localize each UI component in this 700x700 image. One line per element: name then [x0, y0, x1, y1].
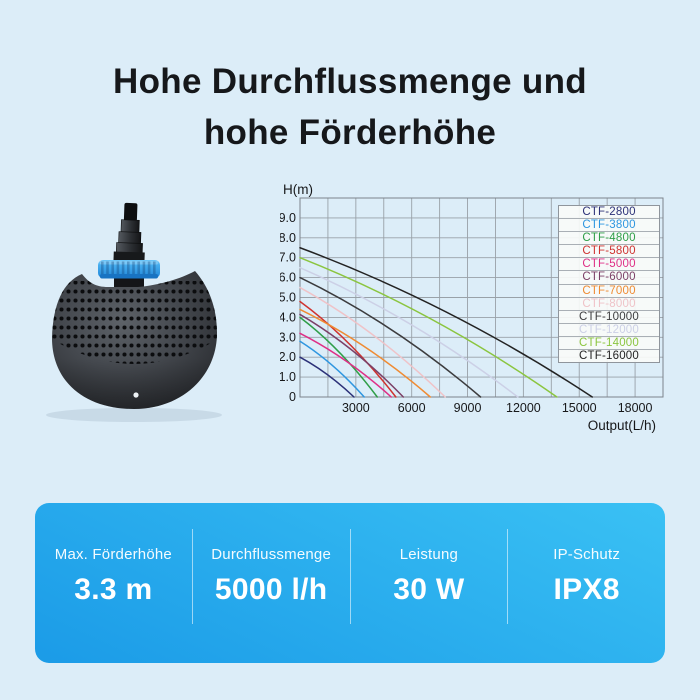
- plot-border: [299, 197, 664, 398]
- spec-value: 3.3 m: [74, 573, 153, 606]
- pond-pump-illustration: [46, 202, 222, 422]
- legend-item: CTF-16000: [559, 349, 659, 362]
- pump-curve-ctf-5800: [299, 300, 397, 398]
- spec-label: Durchflussmenge: [211, 546, 331, 563]
- pump-indicator-dot: [133, 392, 139, 398]
- y-tick-label: 0: [289, 390, 296, 404]
- pump-body-lower-shade: [52, 358, 217, 409]
- y-tick-label: 4.0: [280, 310, 296, 324]
- y-tick-label: 8.0: [280, 231, 296, 245]
- page-title: Hohe Durchflussmenge und hohe Förderhöhe: [0, 56, 700, 159]
- spec-value: IPX8: [553, 573, 620, 606]
- legend-item: CTF-3800: [559, 218, 659, 231]
- x-tick-label: 9000: [454, 401, 482, 415]
- legend-item: CTF-14000: [559, 335, 659, 349]
- pump-curve-ctf-8000: [299, 286, 446, 398]
- legend-item: CTF-12000: [559, 322, 659, 336]
- pump-curve-ctf-7000: [299, 308, 432, 398]
- pump-nozzle: [113, 202, 145, 262]
- pump-product-image: [30, 188, 265, 433]
- spec-divider: [191, 529, 193, 624]
- spec-item: Durchflussmenge 5000 l/h: [193, 546, 350, 607]
- y-tick-label: 5.0: [280, 291, 296, 305]
- x-tick-label: 6000: [398, 401, 426, 415]
- legend-item: CTF-5800: [559, 244, 659, 257]
- spec-value: 5000 l/h: [214, 573, 328, 606]
- legend-item: CTF-10000: [559, 309, 659, 323]
- spec-divider: [349, 529, 351, 624]
- legend-item: CTF-5000: [559, 257, 659, 270]
- spec-item: IP-Schutz IPX8: [508, 546, 665, 607]
- legend-item: CTF-8000: [559, 296, 659, 310]
- spec-label: IP-Schutz: [553, 546, 621, 563]
- spec-value: 30 W: [393, 573, 465, 606]
- x-tick-label: 12000: [506, 401, 541, 415]
- pump-mesh: [52, 281, 217, 364]
- spec-divider: [507, 529, 509, 624]
- spec-label: Max. Förderhöhe: [54, 546, 172, 563]
- spec-item: Leistung 30 W: [351, 546, 508, 607]
- legend-item: CTF-6000: [559, 270, 659, 283]
- spec-item: Max. Förderhöhe 3.3 m: [35, 546, 192, 607]
- legend-item: CTF-4800: [559, 231, 659, 244]
- spec-label: Leistung: [399, 546, 459, 563]
- y-tick-label: 7.0: [280, 251, 296, 265]
- pump-collar: [98, 260, 160, 279]
- legend-item: CTF-7000: [559, 283, 659, 297]
- pump-curve-ctf-2800: [299, 356, 355, 398]
- x-tick-label: 18000: [618, 401, 653, 415]
- x-tick-label: 3000: [342, 401, 370, 415]
- x-tick-label: 15000: [562, 401, 597, 415]
- y-tick-label: 3.0: [280, 330, 296, 344]
- specs-bar: Max. Förderhöhe 3.3 m Durchflussmenge 50…: [35, 503, 665, 663]
- pump-curve-ctf-5000: [299, 332, 392, 398]
- y-tick-label: 1.0: [280, 370, 296, 384]
- pump-curve-ctf-3800: [299, 340, 365, 398]
- pump-curve-ctf-10000: [299, 276, 482, 398]
- chart-legend: CTF-2800 CTF-3800 CTF-4800 CTF-5800 CTF-5000…: [558, 205, 660, 364]
- pump-shadow: [46, 408, 222, 422]
- pump-curve-ctf-4800: [299, 316, 379, 398]
- y-axis-title: H(m): [283, 182, 313, 197]
- page-title-line1: Hohe Durchflussmenge und: [113, 62, 587, 101]
- page-title-line2: hohe Förderhöhe: [203, 113, 497, 153]
- pump-curve-chart-area: H(m) Output(L/h) 3000 6000 9000 12000 15000 1…: [279, 180, 694, 445]
- pump-curve-ctf-14000: [299, 256, 558, 398]
- legend-item: CTF-2800: [582, 206, 636, 218]
- pump-curve-ctf-6000: [299, 313, 405, 398]
- pump-curve-ctf-12000: [299, 266, 519, 398]
- y-tick-label: 6.0: [280, 271, 296, 285]
- x-axis-title: Output(L/h): [588, 418, 656, 433]
- pump-curve-chart: H(m) Output(L/h) 3000 6000 9000 12000 15000 1…: [279, 182, 664, 433]
- y-tick-label: 2.0: [280, 350, 296, 364]
- pump-curve-ctf-16000: [299, 247, 594, 398]
- y-tick-label: 9.0: [280, 211, 296, 225]
